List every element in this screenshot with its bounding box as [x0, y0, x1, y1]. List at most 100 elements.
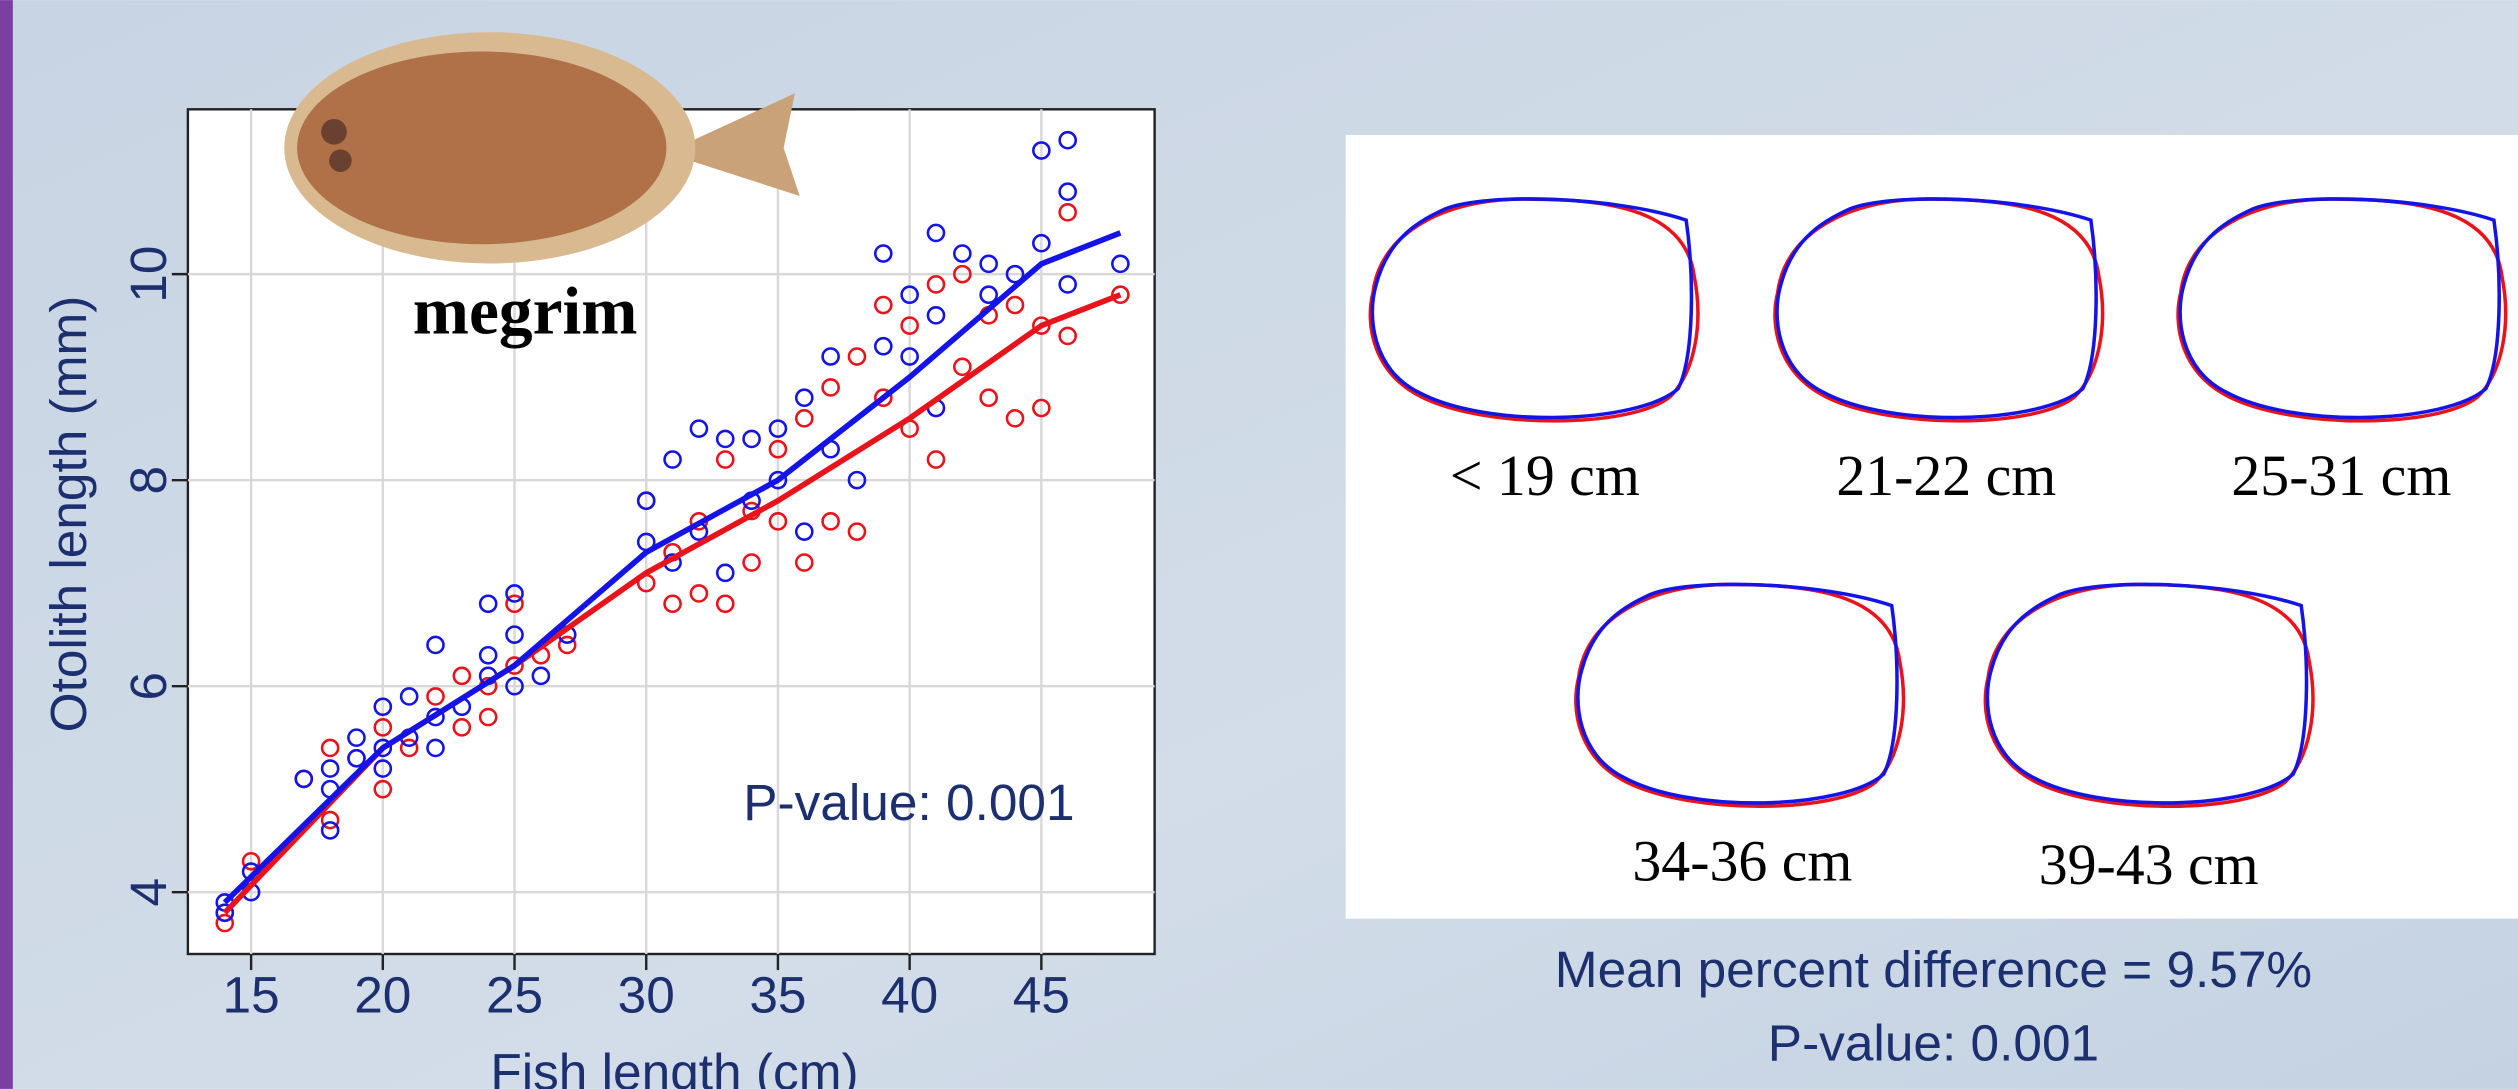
point	[926, 306, 946, 325]
x-axis-label: Fish length (cm)	[490, 1043, 858, 1089]
point	[926, 275, 946, 294]
outline-blue	[1370, 197, 1694, 420]
x-tick-label: 15	[223, 966, 280, 1024]
point	[873, 388, 893, 408]
fish-eye	[321, 118, 347, 145]
point	[715, 594, 735, 614]
point	[320, 759, 340, 778]
point	[663, 450, 682, 469]
fish-eye	[329, 149, 352, 172]
point	[478, 594, 498, 614]
point	[373, 697, 393, 717]
shapes-p-value: P-value: 0.001	[1768, 1014, 2099, 1072]
point	[294, 769, 314, 789]
y-tick-label: 4	[119, 878, 177, 907]
point	[373, 738, 393, 758]
point	[794, 409, 814, 428]
point	[399, 687, 419, 706]
point	[505, 625, 524, 644]
outline-blue	[1985, 582, 2309, 805]
point	[768, 470, 788, 490]
point	[373, 759, 393, 778]
outline-blue	[1576, 582, 1899, 805]
point	[373, 779, 393, 799]
point	[505, 594, 524, 614]
point	[1111, 285, 1130, 305]
p-value: P-value: 0.001	[743, 773, 1074, 831]
outline-blue	[2178, 197, 2501, 420]
shape-label: 25-31 cm	[2231, 443, 2451, 508]
point	[715, 563, 735, 583]
point	[979, 388, 998, 408]
point	[1032, 398, 1051, 418]
point	[1058, 130, 1078, 150]
point	[794, 522, 814, 541]
point	[1058, 182, 1078, 202]
point	[689, 419, 709, 438]
point	[557, 635, 577, 655]
point	[452, 666, 472, 686]
point	[1032, 141, 1051, 160]
point	[663, 594, 682, 614]
fish-image	[284, 32, 800, 264]
point	[1058, 326, 1078, 346]
point	[505, 676, 524, 696]
point	[873, 244, 893, 263]
point	[505, 584, 524, 603]
point	[873, 295, 893, 315]
otolith-shapes	[1368, 197, 2508, 808]
shape-label: < 19 cm	[1450, 443, 1640, 508]
point	[821, 347, 840, 366]
y-tick-label: 10	[119, 246, 177, 303]
plot-area	[186, 108, 1156, 956]
point	[215, 913, 235, 933]
point	[320, 821, 340, 840]
point	[847, 522, 867, 541]
x-tick-label: 20	[354, 966, 411, 1024]
point	[399, 738, 419, 758]
fish-tail	[690, 93, 800, 197]
point	[900, 316, 919, 335]
point	[320, 738, 340, 758]
point	[768, 512, 788, 531]
point	[1005, 409, 1025, 428]
point	[531, 666, 551, 686]
shapes-panel	[1345, 135, 2518, 919]
caption: Mean percent difference = 9.57%	[1555, 940, 2312, 998]
y-tick-label: 6	[119, 672, 177, 701]
point	[347, 728, 366, 747]
point	[347, 748, 366, 768]
point	[426, 738, 445, 758]
point	[1058, 203, 1078, 222]
point	[426, 687, 445, 706]
accent-bar	[0, 0, 13, 1089]
point	[979, 254, 998, 274]
x-tick-label: 25	[486, 966, 543, 1024]
point	[979, 285, 998, 305]
point	[478, 645, 498, 665]
point	[768, 419, 788, 438]
shape-label: 34-36 cm	[1632, 829, 1852, 894]
point	[1111, 254, 1130, 274]
point	[794, 553, 814, 572]
point	[953, 264, 972, 284]
point	[452, 718, 472, 737]
plot	[171, 109, 1155, 971]
fish-body	[297, 51, 667, 245]
point	[241, 851, 261, 871]
point	[821, 512, 840, 531]
point	[873, 336, 893, 356]
point	[715, 429, 735, 449]
x-tick-label: 30	[618, 966, 675, 1024]
point	[926, 450, 946, 469]
point	[1032, 233, 1051, 253]
point	[1005, 295, 1025, 315]
point	[505, 656, 524, 675]
point	[320, 810, 340, 830]
point	[900, 285, 919, 305]
point	[689, 584, 709, 603]
x-tick-label: 45	[1013, 966, 1070, 1024]
shape-label: 39-43 cm	[2039, 832, 2259, 897]
point	[926, 223, 946, 243]
